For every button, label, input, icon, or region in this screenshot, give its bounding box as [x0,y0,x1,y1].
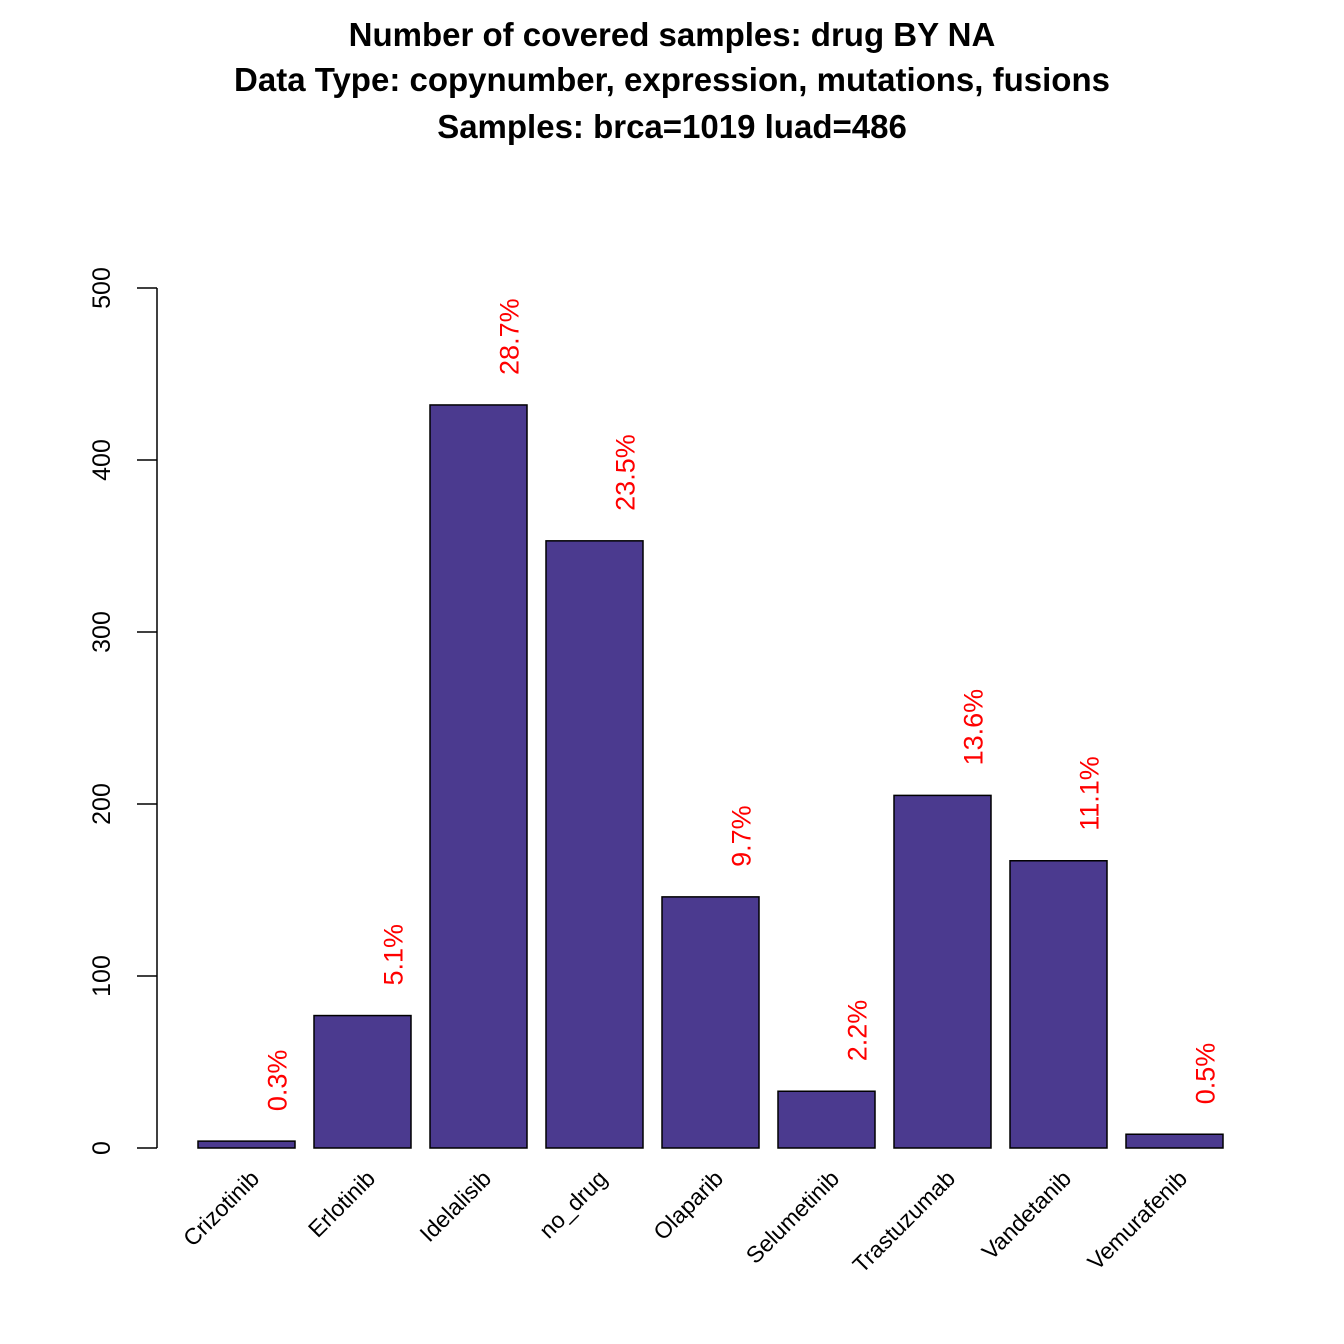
bar [1009,860,1108,1149]
bar [313,1014,412,1149]
y-tick-label: 200 [88,783,116,825]
y-tick-label: 0 [88,1141,116,1155]
bar [661,896,760,1149]
category-label: Erlotinib [303,1165,380,1242]
category-label: no_drug [534,1165,612,1243]
chart-title-line-3: Samples: brca=1019 luad=486 [437,108,907,145]
bar-percent-label: 0.5% [1191,1043,1221,1105]
y-tick-label: 500 [88,267,116,309]
bar [197,1140,296,1149]
y-tick-label: 400 [88,439,116,481]
category-label: Vemurafenib [1082,1165,1192,1275]
bar-percent-label: 2.2% [843,1000,873,1062]
category-label: Olaparib [648,1165,728,1245]
bar-percent-label: 23.5% [611,434,641,511]
category-label: Crizotinib [178,1165,264,1251]
category-label: Idelalisib [414,1165,496,1247]
bar-percent-label: 28.7% [495,298,525,375]
category-label: Selumetinib [741,1165,844,1268]
bar-percent-label: 13.6% [959,689,989,766]
bar [893,794,992,1149]
bar [545,540,644,1149]
bar-percent-label: 5.1% [379,924,409,986]
bar-percent-label: 9.7% [727,805,757,867]
chart-title-line-1: Number of covered samples: drug BY NA [348,16,996,53]
bar [429,404,528,1149]
category-label: Vandetanib [977,1165,1076,1264]
y-tick-label: 100 [88,955,116,997]
bar-percent-label: 11.1% [1075,756,1105,831]
y-tick-label: 300 [88,611,116,653]
bar-percent-label: 0.3% [263,1050,293,1112]
category-label: Trastuzumab [847,1165,960,1278]
bar [1125,1133,1224,1149]
bar [777,1090,876,1149]
chart-title-line-2: Data Type: copynumber, expression, mutat… [234,61,1110,98]
